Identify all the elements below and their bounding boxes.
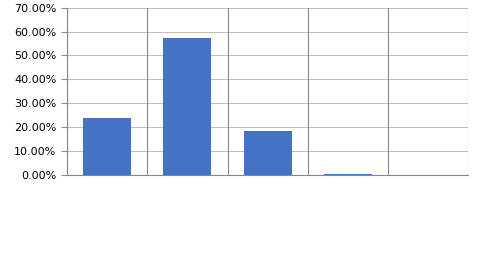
- Bar: [163, 38, 211, 175]
- Bar: [244, 131, 292, 175]
- Bar: [83, 118, 131, 175]
- Bar: [324, 174, 372, 175]
